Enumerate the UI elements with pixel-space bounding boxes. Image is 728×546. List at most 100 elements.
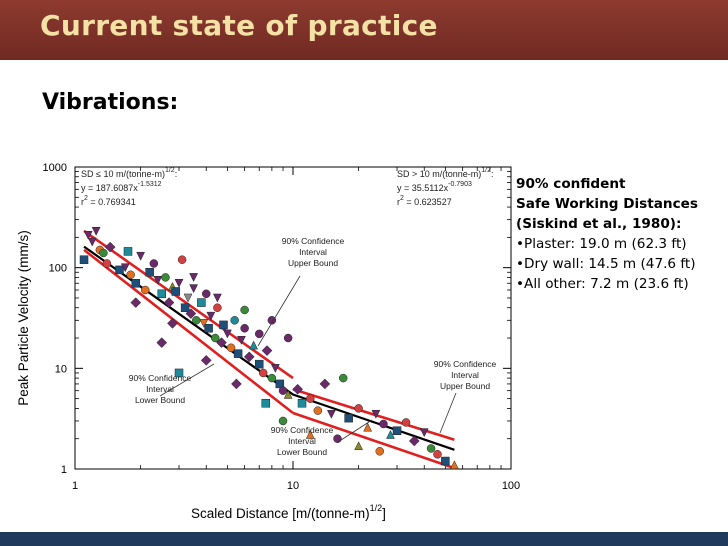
label-lower-left: Lower Bound <box>135 395 185 405</box>
data-point <box>219 320 228 330</box>
label-upper-right: Upper Bound <box>440 381 490 391</box>
label-lower-left: Interval <box>146 384 174 394</box>
label-upper-left: Upper Bound <box>288 258 338 268</box>
notes-bullet-other: •All other: 7.2 m (23.6 ft) <box>516 276 689 292</box>
title-banner: Current state of practice <box>0 0 728 60</box>
data-point <box>258 368 268 378</box>
y-tick-label: 1 <box>61 464 67 476</box>
x-axis-label: Scaled Distance [m/(tonne-m)1/2] <box>191 503 386 521</box>
x-tick-label: 100 <box>502 480 520 492</box>
data-point <box>379 419 388 429</box>
data-point <box>104 241 116 253</box>
data-point <box>254 329 264 339</box>
label-lower-left: 90% Confidence <box>129 373 192 383</box>
eq-left-cond: SD ≤ 10 m/(tonne-m)1/2: <box>81 167 177 179</box>
label-upper-left: Interval <box>299 247 327 257</box>
data-point <box>231 378 242 390</box>
data-point <box>237 336 246 345</box>
data-point <box>189 273 199 282</box>
section-heading: Vibrations: <box>42 90 179 115</box>
y-tick-label: 100 <box>49 263 67 275</box>
y-tick-label: 10 <box>55 363 67 375</box>
data-point <box>319 378 331 390</box>
plot-frame <box>74 166 512 470</box>
data-point <box>283 333 293 343</box>
data-point <box>177 255 187 264</box>
data-point <box>375 447 385 456</box>
x-tick-label: 10 <box>287 480 299 492</box>
y-tick-label: 1000 <box>43 162 67 174</box>
axis-ticks: 1 10 100 1000 100 10 1 <box>43 162 520 492</box>
notes-bullet-drywall: •Dry wall: 14.5 m (47.6 ft) <box>516 256 696 272</box>
notes-bullet-plaster: •Plaster: 19.0 m (62.3 ft) <box>516 236 687 252</box>
data-point <box>326 409 336 419</box>
data-point <box>211 333 220 343</box>
data-point <box>183 293 193 303</box>
data-point <box>226 343 236 353</box>
slide-title: Current state of practice <box>40 9 438 42</box>
data-point <box>174 368 184 378</box>
data-point <box>157 289 167 299</box>
data-point <box>180 303 190 312</box>
annotation-leader <box>159 363 215 397</box>
x-axis-label-tail: ] <box>382 506 386 521</box>
data-point <box>267 316 277 325</box>
eq-right-cond: SD > 10 m/(tonne-m)1/2: <box>397 167 494 179</box>
annotation-leader <box>337 419 373 443</box>
data-point <box>185 308 197 319</box>
notes-line-3: (Siskind et al., 1980): <box>516 216 682 232</box>
data-point <box>392 426 402 435</box>
data-point <box>87 237 97 247</box>
data-point <box>192 316 201 325</box>
data-point <box>270 364 280 373</box>
data-point <box>153 275 163 285</box>
data-point <box>338 373 348 383</box>
label-lower-right: Interval <box>288 436 316 446</box>
data-point <box>278 416 288 426</box>
data-point <box>240 305 249 315</box>
label-upper-left: 90% Confidence <box>282 236 345 246</box>
data-point <box>102 259 112 268</box>
data-point <box>254 359 264 369</box>
data-point <box>333 434 342 443</box>
data-point <box>189 284 199 294</box>
eq-right-r2: r2 = 0.623527 <box>397 195 452 207</box>
data-point <box>354 441 364 451</box>
data-point <box>149 259 159 268</box>
x-tick-label: 1 <box>72 480 78 492</box>
data-point <box>213 303 222 312</box>
data-point <box>249 340 259 350</box>
data-point <box>261 398 271 408</box>
safe-distance-notes: 90% confident Safe Working Distances (Si… <box>516 174 722 294</box>
eq-right-fit: y = 35.5112x-0.7903 <box>397 181 472 193</box>
annotation-leader <box>257 275 301 347</box>
footer-bar <box>0 532 728 546</box>
data-point <box>240 324 249 333</box>
data-point <box>371 409 381 419</box>
lower-bound-right-line <box>292 411 455 470</box>
data-point <box>292 383 303 395</box>
data-point <box>115 265 124 275</box>
notes-line-1: 90% confident <box>516 176 626 192</box>
data-point <box>145 268 154 277</box>
data-point <box>433 450 442 459</box>
data-point <box>136 251 146 261</box>
data-point <box>419 428 429 438</box>
data-point <box>201 289 211 299</box>
annotation-leader <box>439 392 457 434</box>
data-point <box>206 311 216 321</box>
data-point <box>297 398 307 408</box>
data-point <box>354 404 363 413</box>
data-point <box>167 317 178 329</box>
x-axis-label-sup: 1/2 <box>370 503 383 513</box>
data-point <box>204 324 213 333</box>
data-point <box>99 248 108 258</box>
data-point <box>197 298 206 307</box>
plot-axes <box>74 166 512 470</box>
x-axis-label-main: Scaled Distance [m/(tonne-m) <box>191 506 370 521</box>
label-upper-right: 90% Confidence <box>434 359 497 369</box>
upper-bound-right-line <box>292 387 455 442</box>
data-point <box>386 429 395 439</box>
data-point <box>79 255 89 264</box>
data-point <box>441 456 450 466</box>
